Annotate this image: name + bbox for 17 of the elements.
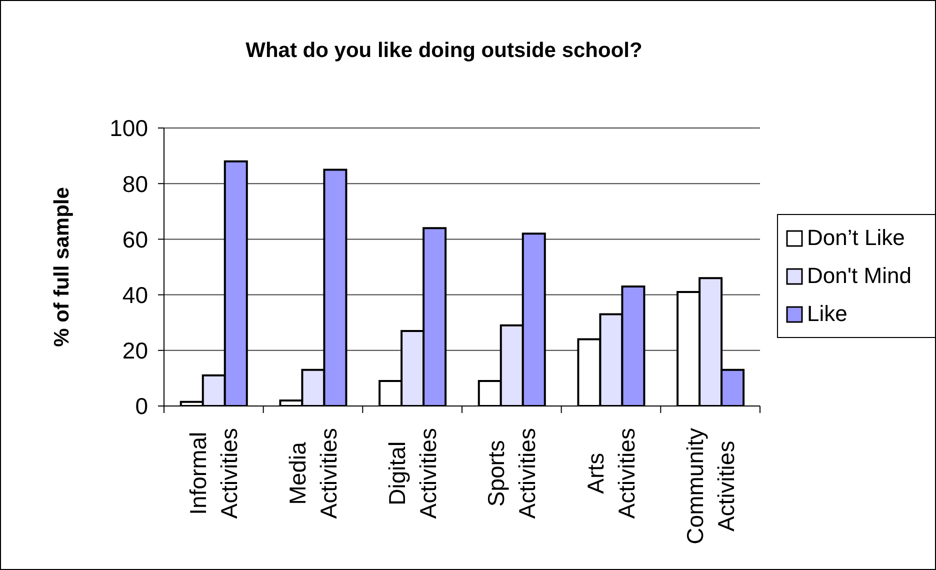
legend-label: Like bbox=[807, 301, 848, 327]
x-tick-label: Community Activities bbox=[682, 428, 739, 544]
x-tick-label: Informal Activities bbox=[185, 428, 242, 519]
legend-label: Don't Mind bbox=[807, 263, 912, 289]
x-tick-label: Sports Activities bbox=[483, 428, 540, 519]
y-tick-label: 60 bbox=[122, 226, 148, 252]
x-tick-label: Digital Activities bbox=[384, 428, 441, 519]
y-tick-label: 100 bbox=[110, 115, 148, 142]
y-tick-label: 40 bbox=[122, 282, 148, 308]
x-tick-label: Media Activities bbox=[284, 428, 342, 519]
chart-title: What do you like doing outside school? bbox=[244, 39, 644, 63]
y-tick-label: 20 bbox=[122, 338, 148, 364]
y-axis-title: % of full sample bbox=[50, 187, 74, 347]
legend-label: Don’t Like bbox=[807, 225, 905, 251]
y-tick-label: 80 bbox=[122, 170, 148, 197]
y-tick-label: 0 bbox=[135, 393, 148, 420]
x-tick-label: Arts Activities bbox=[582, 428, 640, 519]
